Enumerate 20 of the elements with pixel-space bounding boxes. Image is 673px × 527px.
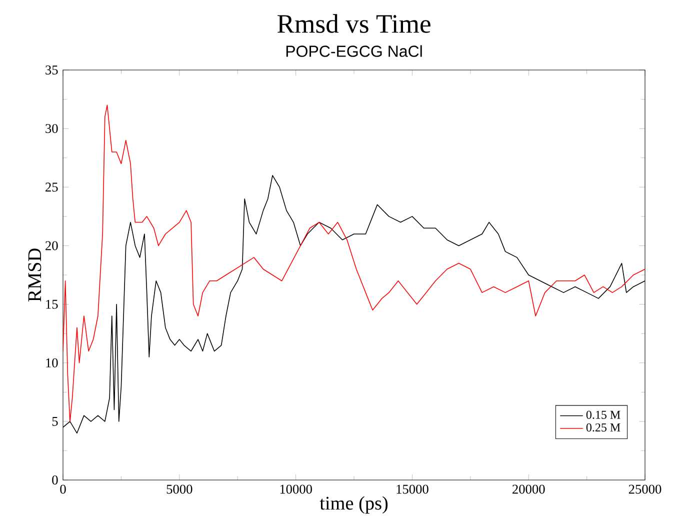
y-tick-label: 0 bbox=[52, 476, 58, 484]
x-tick-label: 0 bbox=[60, 484, 66, 494]
y-tick-label: 15 bbox=[46, 300, 58, 309]
y-tick-label: 5 bbox=[52, 416, 58, 426]
x-tick-label: 10000 bbox=[280, 484, 312, 494]
x-tick-label: 20000 bbox=[512, 484, 545, 494]
y-tick-label: 30 bbox=[46, 124, 58, 134]
legend-label: 0.15 M bbox=[586, 410, 620, 419]
y-tick-label: 20 bbox=[46, 241, 58, 250]
x-tick-label: 5000 bbox=[166, 484, 192, 494]
x-tick-label: 15000 bbox=[396, 484, 428, 494]
x-axis-title: time (ps) bbox=[320, 496, 388, 514]
y-tick-label: 25 bbox=[46, 182, 58, 192]
y-tick-label: 10 bbox=[46, 358, 58, 368]
y-axis-title: RMSD bbox=[28, 248, 42, 302]
legend-label: 0.25 M bbox=[586, 423, 620, 432]
chart-subtitle: POPC-EGCG NaCl bbox=[286, 45, 422, 57]
x-tick-label: 25000 bbox=[628, 484, 662, 494]
y-tick-label: 35 bbox=[46, 66, 58, 74]
chart-title: Rmsd vs Time bbox=[277, 14, 430, 33]
